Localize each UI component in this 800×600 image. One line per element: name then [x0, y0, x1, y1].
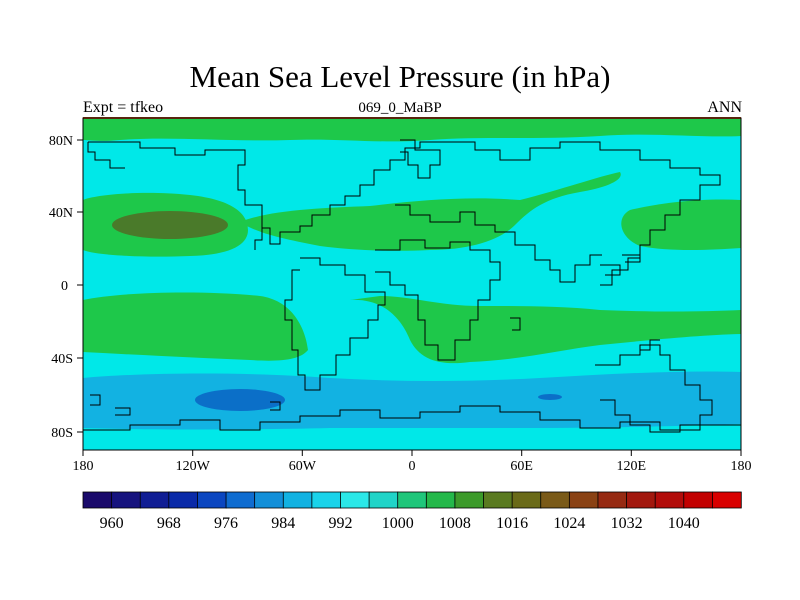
lat-label: 80N	[49, 134, 73, 149]
colorbar-swatch	[483, 491, 513, 509]
colorbar-label: 1000	[382, 515, 414, 532]
colorbar-label: 1016	[496, 515, 528, 532]
colorbar-label: 976	[214, 515, 238, 532]
field-1008-1016-wpacific	[621, 199, 741, 250]
field-1008-1016-spacific	[83, 292, 308, 361]
lon-label: 180	[73, 459, 94, 474]
tick-marks	[77, 139, 742, 456]
colorbar	[82, 491, 742, 509]
colorbar-swatch	[540, 491, 571, 509]
lon-label: 120E	[617, 459, 647, 474]
colorbar-label: 960	[100, 515, 124, 532]
colorbar-swatch	[139, 491, 170, 509]
experiment-label: Expt = tfkeo	[83, 99, 164, 116]
map-title: Mean Sea Level Pressure (in hPa)	[189, 59, 611, 94]
lat-label: 40N	[49, 206, 73, 221]
colorbar-swatch	[425, 491, 456, 509]
colorbar-swatch	[82, 491, 113, 509]
lon-label: 180	[731, 459, 752, 474]
colorbar-swatch	[311, 491, 342, 509]
lon-label: 60E	[510, 459, 533, 474]
colorbar-label: 1008	[439, 515, 471, 532]
colorbar-swatch	[225, 491, 256, 509]
colorbar-label: 984	[271, 515, 295, 532]
field-992-1000	[83, 371, 741, 430]
colorbar-swatch	[568, 491, 599, 509]
field-984-992-low	[195, 389, 285, 411]
lat-tick-labels: 80N 40N 0 40S 80S	[49, 134, 73, 441]
lat-label: 80S	[51, 426, 73, 441]
colorbar-swatch	[626, 491, 656, 509]
colorbar-label: 992	[328, 515, 352, 532]
colorbar-swatch	[511, 491, 542, 509]
coastlines	[83, 139, 741, 433]
colorbar-label: 1032	[611, 515, 643, 532]
field-1008-1016-arctic	[83, 118, 741, 142]
colorbar-swatch	[111, 491, 141, 509]
colorbar-swatch	[368, 491, 399, 509]
colorbar-swatch	[168, 491, 199, 509]
lon-tick-labels: 180 120W 60W 0 60E 120E 180	[73, 459, 752, 474]
colorbar-label: 1040	[668, 515, 700, 532]
field-1008-1016-sindian	[350, 296, 741, 364]
colorbar-swatch	[711, 491, 742, 509]
colorbar-swatch	[654, 491, 685, 509]
lon-label: 60W	[289, 459, 317, 474]
colorbar-swatch	[597, 491, 628, 509]
colorbar-swatch	[254, 491, 284, 509]
colorbar-swatch	[197, 491, 227, 509]
field-984-992-small-low	[538, 394, 562, 400]
colorbar-labels: 960 968 976 984 992 1000 1008 1016 1024 1032 1040	[100, 515, 700, 532]
lat-label: 40S	[51, 352, 73, 367]
colorbar-label: 1024	[553, 515, 585, 532]
colorbar-label: 968	[157, 515, 181, 532]
colorbar-swatch	[454, 491, 485, 509]
colorbar-swatch	[683, 491, 714, 509]
field-1016-1024-npacific-core	[112, 211, 228, 239]
colorbar-swatch	[282, 491, 313, 509]
time-label: 069_0_MaBP	[358, 100, 442, 116]
colorbar-swatch	[397, 491, 428, 509]
lat-label: 0	[61, 279, 68, 294]
colorbar-swatch	[340, 491, 370, 509]
pressure-field	[83, 118, 741, 450]
lon-label: 0	[409, 459, 416, 474]
season-label: ANN	[707, 99, 742, 116]
lon-label: 120W	[176, 459, 211, 474]
field-1008-1016-natlantic	[240, 172, 621, 251]
